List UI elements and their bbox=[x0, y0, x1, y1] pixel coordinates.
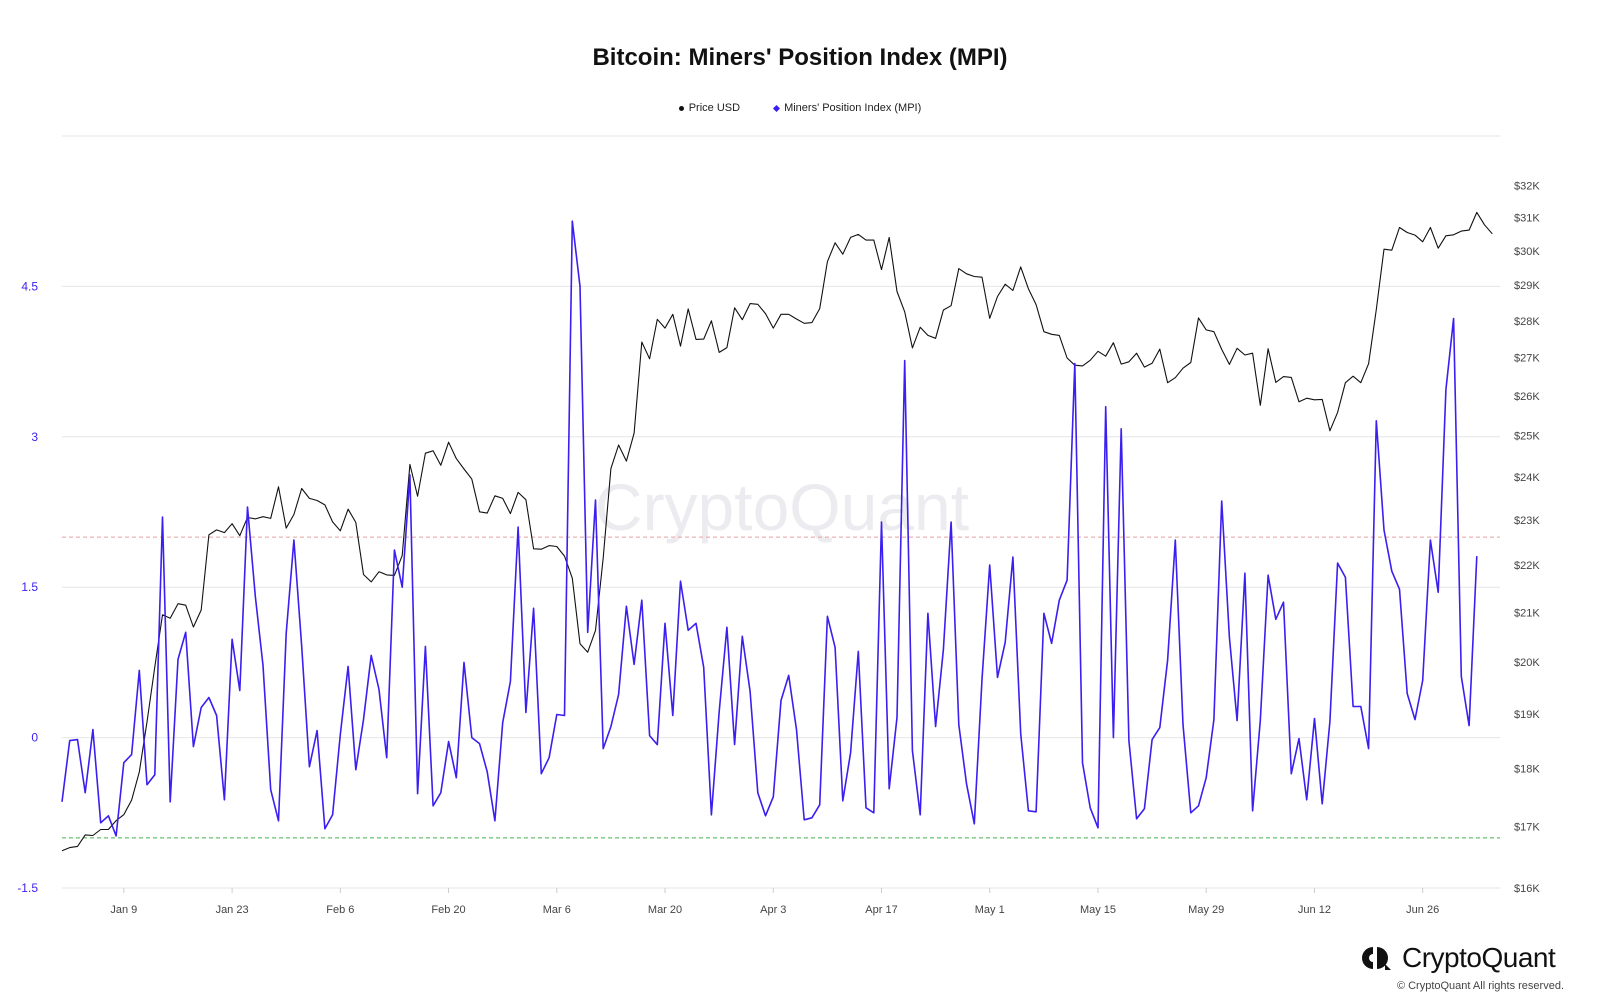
legend-label-price: Price USD bbox=[688, 102, 741, 114]
x-tick-label: Feb 6 bbox=[326, 904, 354, 916]
x-tick-label: May 29 bbox=[1188, 904, 1224, 916]
legend-item-price[interactable]: Price USD bbox=[678, 102, 741, 114]
reference-lines bbox=[62, 536, 1500, 839]
right-tick-label: $30K bbox=[1514, 246, 1540, 258]
right-tick-label: $27K bbox=[1514, 353, 1540, 365]
x-axis-ticks: Jan 9 Jan 23 Feb 6 Feb 20 Mar 6 Mar 20 Apr 3 Ap… bbox=[110, 888, 1439, 916]
logo-text: CryptoQuant bbox=[1402, 942, 1556, 973]
right-tick-label: $18K bbox=[1514, 764, 1540, 776]
right-tick-label: $16K bbox=[1514, 883, 1540, 895]
copyright-text: © CryptoQuant All rights reserved. bbox=[1396, 980, 1564, 992]
x-tick-label: Jun 26 bbox=[1406, 904, 1439, 916]
x-tick-label: May 15 bbox=[1080, 904, 1116, 916]
right-tick-label: $17K bbox=[1514, 822, 1540, 834]
x-tick-label: Apr 3 bbox=[760, 904, 786, 916]
right-tick-label: $32K bbox=[1514, 180, 1540, 192]
x-tick-label: Mar 20 bbox=[648, 904, 682, 916]
x-tick-label: Jun 12 bbox=[1298, 904, 1331, 916]
legend-marker-price bbox=[678, 105, 684, 111]
watermark-text: CryptoQuant bbox=[595, 470, 969, 544]
right-tick-label: $22K bbox=[1514, 560, 1540, 572]
left-tick-label: 0 bbox=[31, 731, 38, 745]
chart-title: Bitcoin: Miners' Position Index (MPI) bbox=[592, 44, 1008, 71]
right-tick-label: $23K bbox=[1514, 515, 1540, 527]
right-tick-label: $19K bbox=[1514, 709, 1540, 721]
series-lines bbox=[61, 211, 1493, 852]
x-tick-label: Feb 20 bbox=[431, 904, 465, 916]
right-tick-label: $31K bbox=[1514, 213, 1540, 225]
cryptoquant-logo: CryptoQuant bbox=[1360, 942, 1556, 974]
left-tick-label: 4.5 bbox=[21, 279, 38, 293]
right-tick-label: $26K bbox=[1514, 391, 1540, 403]
x-tick-label: Apr 17 bbox=[865, 904, 897, 916]
x-tick-label: Jan 9 bbox=[110, 904, 137, 916]
legend: Price USD Miners' Position Index (MPI) bbox=[0, 102, 1600, 114]
right-tick-label: $21K bbox=[1514, 607, 1540, 619]
price-series-line bbox=[61, 211, 1493, 852]
x-tick-label: Jan 23 bbox=[216, 904, 249, 916]
legend-item-mpi[interactable]: Miners' Position Index (MPI) bbox=[773, 102, 922, 114]
x-tick-label: Mar 6 bbox=[543, 904, 571, 916]
right-tick-label: $29K bbox=[1514, 280, 1540, 292]
right-tick-label: $24K bbox=[1514, 472, 1540, 484]
x-tick-label: May 1 bbox=[975, 904, 1005, 916]
left-axis-ticks: -1.5 0 1.5 3 4.5 bbox=[17, 279, 38, 895]
left-tick-label: -1.5 bbox=[17, 881, 38, 895]
left-tick-label: 3 bbox=[31, 430, 38, 444]
legend-label-mpi: Miners' Position Index (MPI) bbox=[784, 102, 922, 114]
grid-lines bbox=[62, 135, 1500, 889]
mpi-series-line bbox=[61, 220, 1478, 837]
right-tick-label: $20K bbox=[1514, 657, 1540, 669]
cryptoquant-logo-icon bbox=[1362, 947, 1391, 970]
right-axis-ticks: $16K $17K $18K $19K $20K $21K $22K $23K $24K $25K… bbox=[1514, 180, 1540, 895]
right-tick-label: $25K bbox=[1514, 431, 1540, 443]
left-tick-label: 1.5 bbox=[21, 580, 38, 594]
right-tick-label: $28K bbox=[1514, 316, 1540, 328]
